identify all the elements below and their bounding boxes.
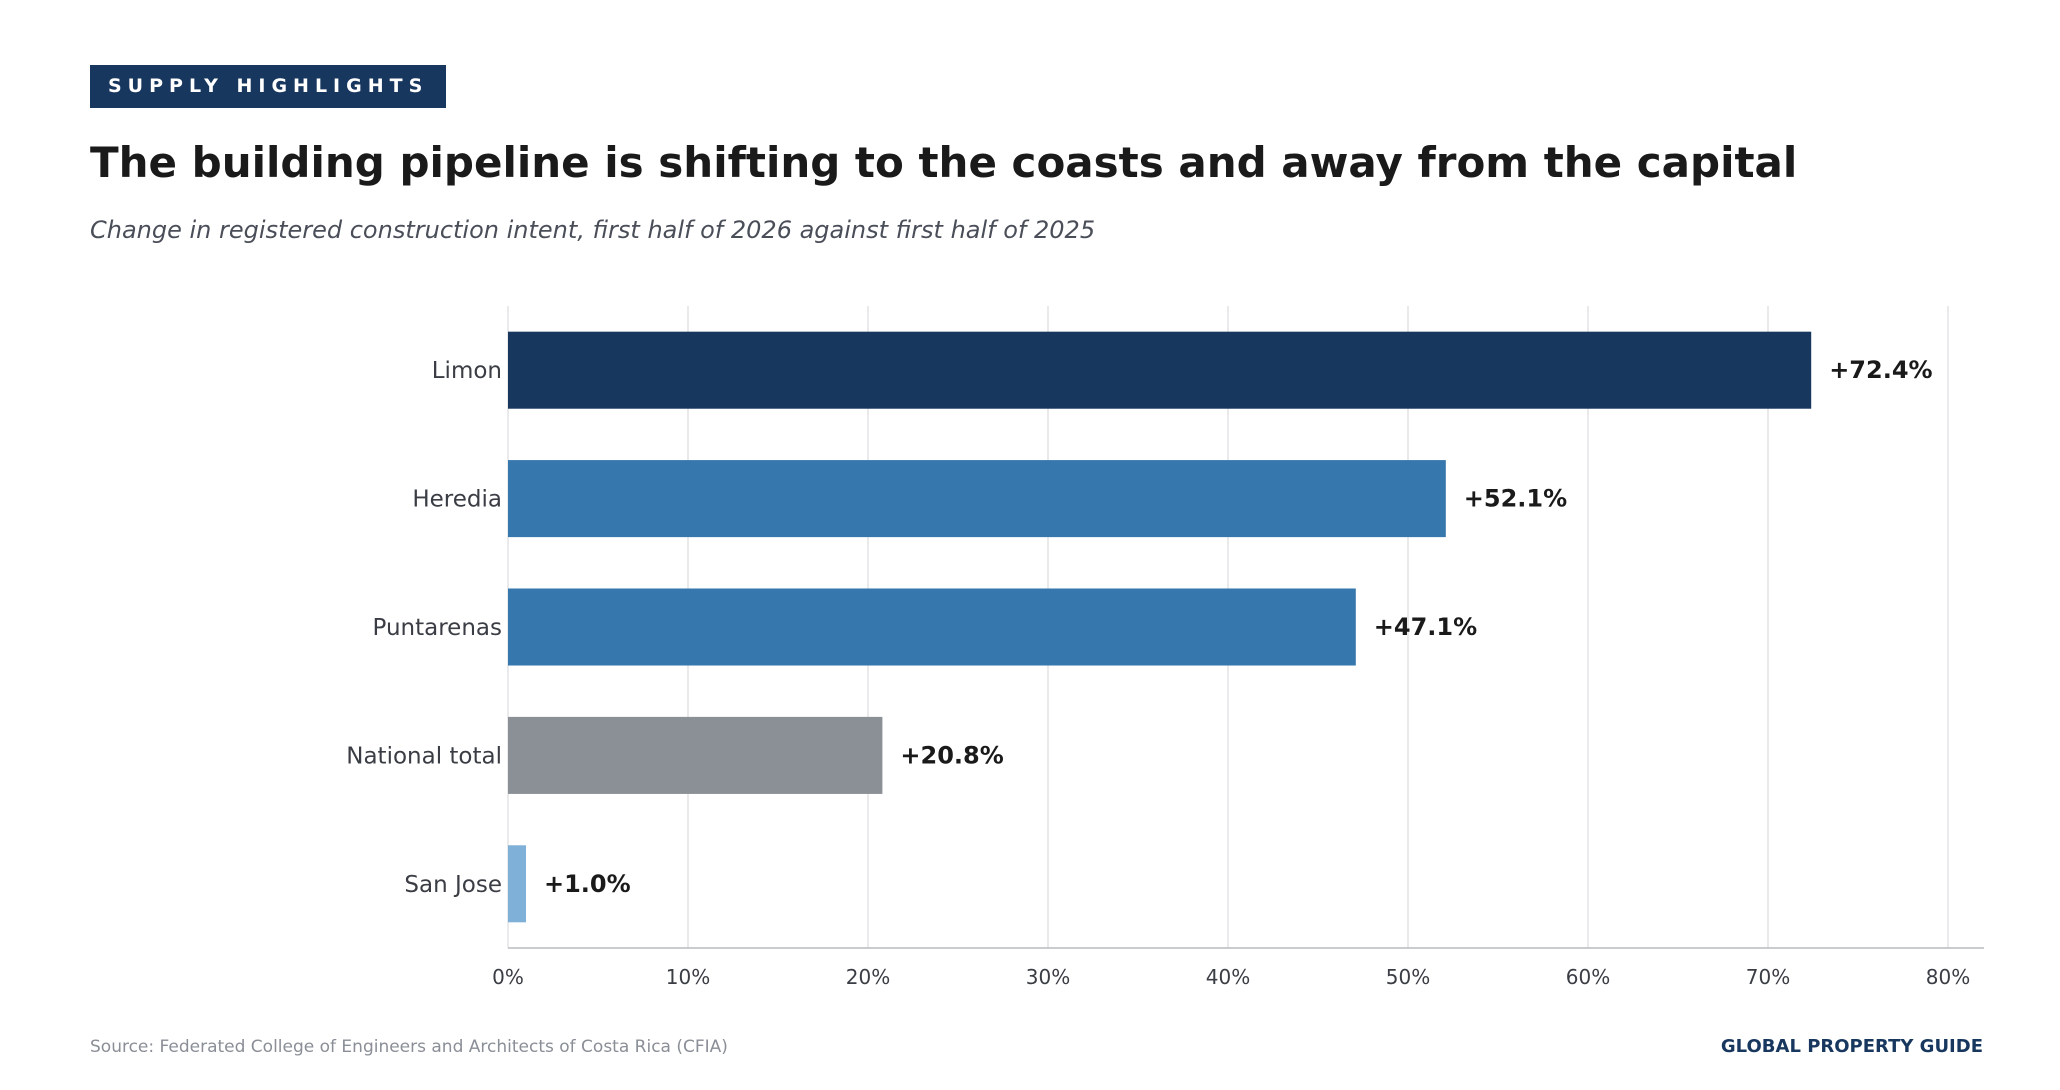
brand-logo-text: GLOBAL PROPERTY GUIDE [1720,1036,1983,1057]
x-tick-label: 40% [1206,965,1250,989]
x-tick-label: 10% [666,965,710,989]
source-note: Source: Federated College of Engineers a… [90,1037,728,1057]
x-tick-label: 50% [1386,965,1430,989]
category-label: Limon [432,358,502,384]
category-label: National total [346,743,502,769]
category-label: San Jose [404,872,502,898]
bar [508,588,1356,666]
x-tick-label: 0% [492,965,524,989]
chart-bars: Limon +72.4% Heredia +52.1% Puntarenas +47.1%… [346,331,1933,923]
value-label: +72.4% [1829,356,1932,384]
x-tick-label: 70% [1746,965,1790,989]
bar [508,460,1446,538]
x-tick-label: 80% [1926,965,1970,989]
x-tick-label: 20% [846,965,890,989]
x-tick-label: 60% [1566,965,1610,989]
bar [508,845,526,923]
category-label: Heredia [412,487,502,513]
bar [508,716,883,794]
value-label: +20.8% [900,741,1003,769]
chart-subtitle: Change in registered construction intent… [90,216,1096,244]
section-badge: SUPPLY HIGHLIGHTS [90,65,447,108]
x-axis: 0% 10% 20% 30% 40% 50% 60% 70% 80% [492,947,1984,989]
value-label: +1.0% [544,870,631,898]
category-label: Puntarenas [373,615,503,641]
value-label: +52.1% [1464,485,1567,513]
bar [508,331,1812,409]
chart-title: The building pipeline is shifting to the… [90,138,1798,187]
x-tick-label: 30% [1026,965,1070,989]
value-label: +47.1% [1374,613,1477,641]
